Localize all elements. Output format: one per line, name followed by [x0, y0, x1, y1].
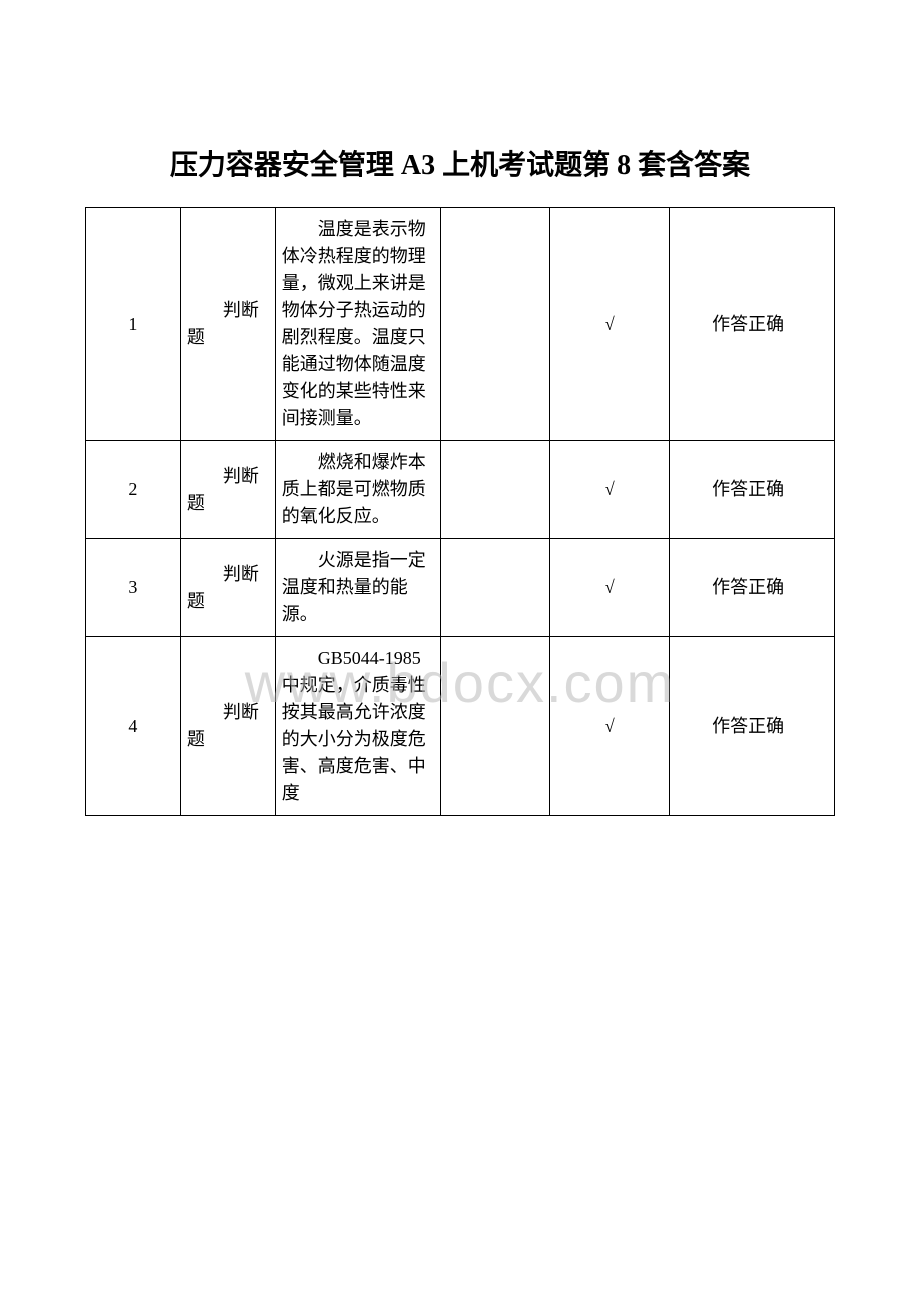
- cell-blank: [440, 208, 550, 441]
- cell-type: 判断题: [180, 637, 275, 816]
- cell-type: 判断题: [180, 208, 275, 441]
- cell-blank: [440, 441, 550, 539]
- cell-answer: √: [550, 208, 670, 441]
- cell-number: 1: [86, 208, 181, 441]
- cell-number: 4: [86, 637, 181, 816]
- exam-table: 1 判断题 温度是表示物体冷热程度的物理量，微观上来讲是物体分子热运动的剧烈程度…: [85, 207, 835, 816]
- cell-result: 作答正确: [670, 441, 835, 539]
- page-title: 压力容器安全管理 A3 上机考试题第 8 套含答案: [0, 145, 920, 187]
- cell-type: 判断题: [180, 441, 275, 539]
- table-row: 4 判断题 GB5044-1985 中规定，介质毒性按其最高允许浓度的大小分为极…: [86, 637, 835, 816]
- cell-type: 判断题: [180, 539, 275, 637]
- table-body: 1 判断题 温度是表示物体冷热程度的物理量，微观上来讲是物体分子热运动的剧烈程度…: [86, 208, 835, 816]
- cell-result: 作答正确: [670, 637, 835, 816]
- cell-answer: √: [550, 539, 670, 637]
- table-row: 2 判断题 燃烧和爆炸本质上都是可燃物质的氧化反应。 √ 作答正确: [86, 441, 835, 539]
- cell-question: 温度是表示物体冷热程度的物理量，微观上来讲是物体分子热运动的剧烈程度。温度只能通…: [275, 208, 440, 441]
- cell-result: 作答正确: [670, 539, 835, 637]
- cell-question: 火源是指一定温度和热量的能源。: [275, 539, 440, 637]
- cell-blank: [440, 539, 550, 637]
- cell-answer: √: [550, 441, 670, 539]
- cell-number: 2: [86, 441, 181, 539]
- cell-blank: [440, 637, 550, 816]
- table-row: 1 判断题 温度是表示物体冷热程度的物理量，微观上来讲是物体分子热运动的剧烈程度…: [86, 208, 835, 441]
- cell-result: 作答正确: [670, 208, 835, 441]
- cell-number: 3: [86, 539, 181, 637]
- table-row: 3 判断题 火源是指一定温度和热量的能源。 √ 作答正确: [86, 539, 835, 637]
- cell-question: GB5044-1985 中规定，介质毒性按其最高允许浓度的大小分为极度危害、高度…: [275, 637, 440, 816]
- cell-question: 燃烧和爆炸本质上都是可燃物质的氧化反应。: [275, 441, 440, 539]
- cell-answer: √: [550, 637, 670, 816]
